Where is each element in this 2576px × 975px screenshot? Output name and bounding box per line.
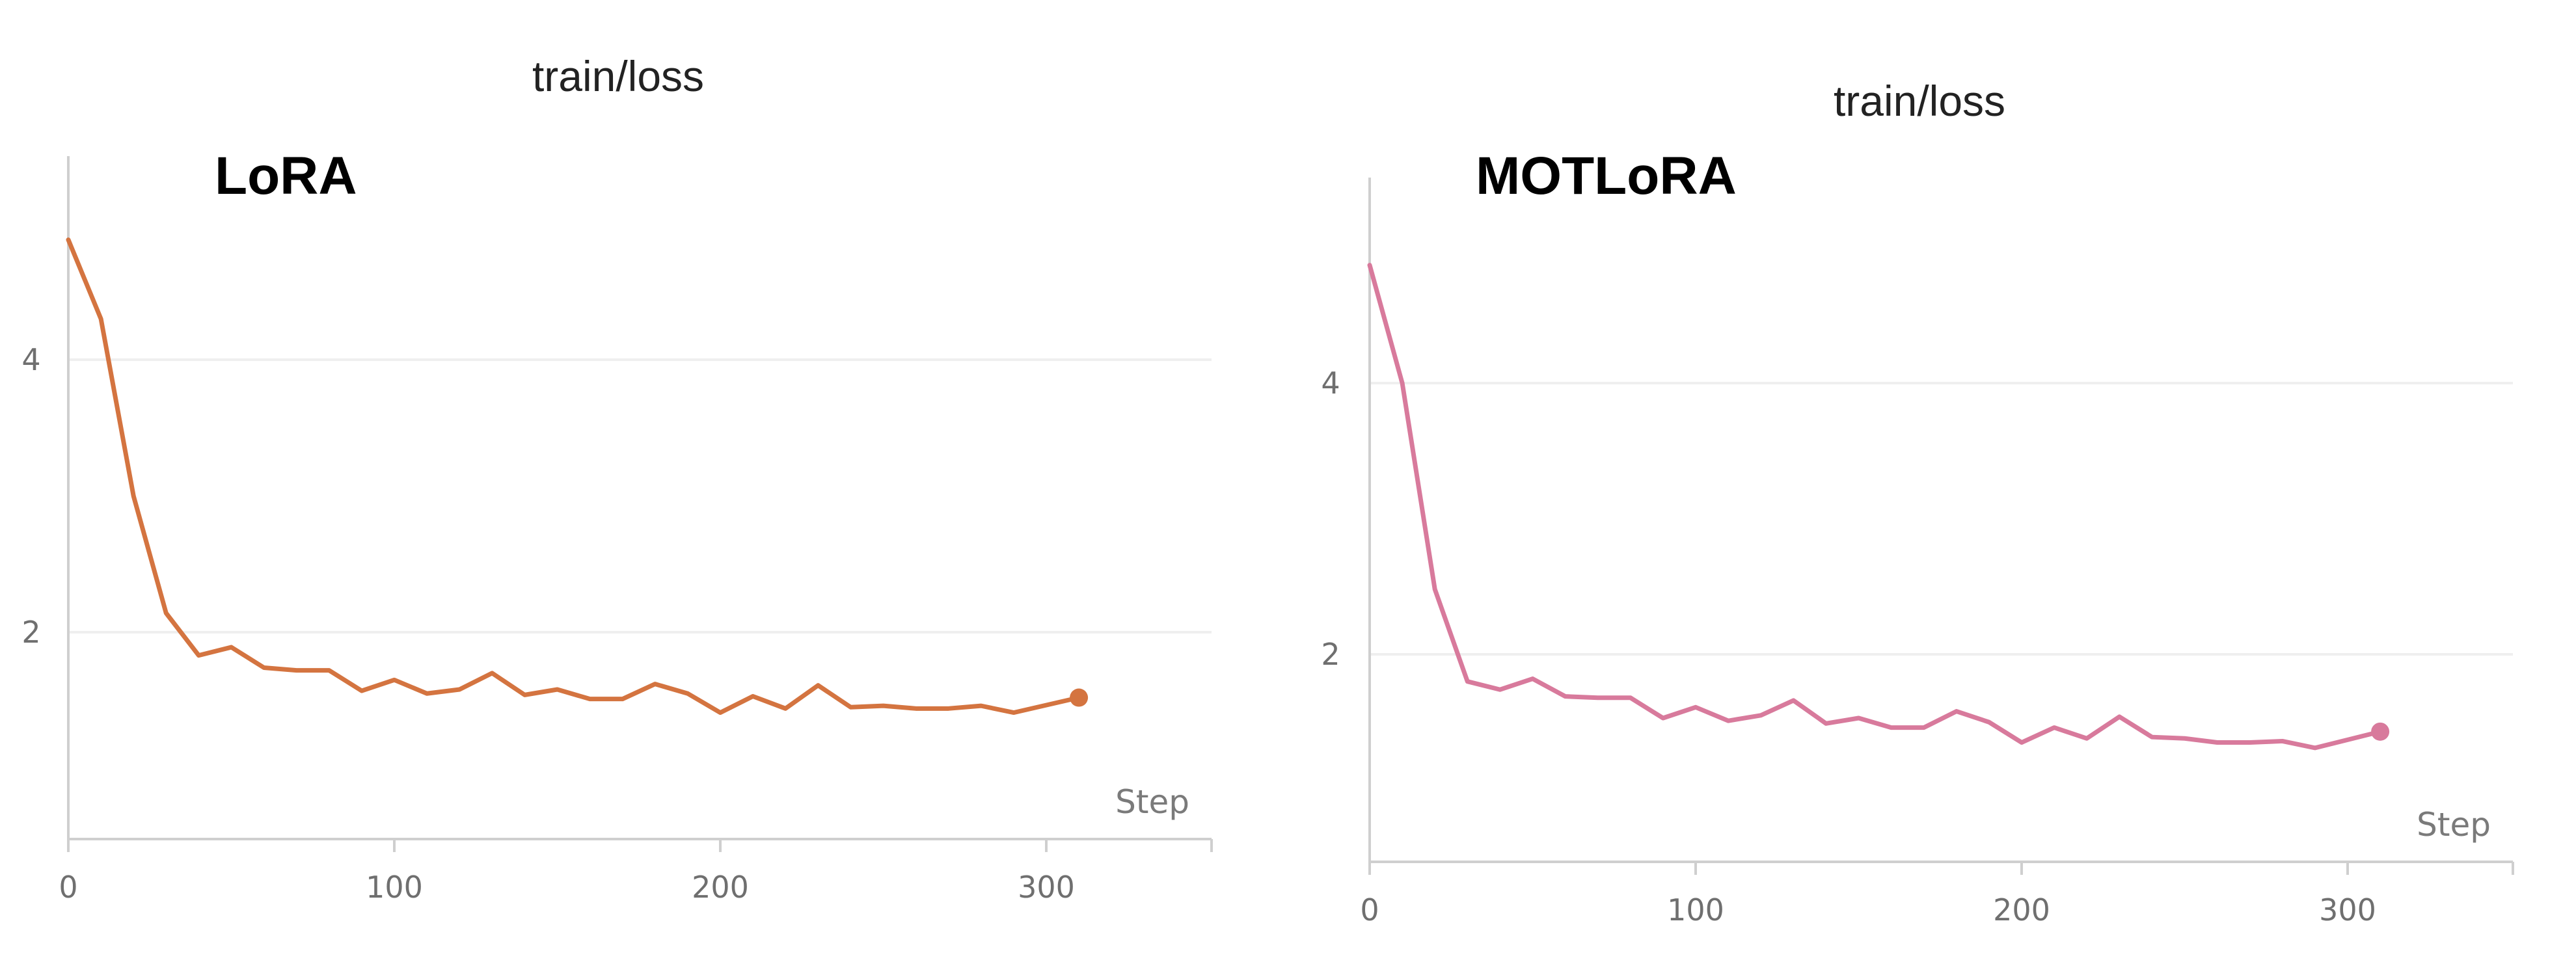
x-tick-label: 100 (1667, 892, 1724, 928)
model-label: MOTLoRA (1476, 146, 1737, 206)
x-tick-label: 200 (1993, 892, 2050, 928)
model-label: LoRA (215, 146, 357, 206)
x-tick-label: 200 (692, 870, 749, 905)
x-tick-label: 300 (2319, 892, 2376, 928)
chart-title: train/loss (532, 52, 704, 100)
y-tick-label: 4 (21, 342, 40, 377)
y-tick-label: 2 (1321, 637, 1340, 672)
chart-title: train/loss (1834, 77, 2005, 125)
x-tick-label: 100 (366, 870, 423, 905)
y-tick-label: 2 (21, 615, 40, 650)
loss-series-line (1367, 263, 2383, 751)
series-end-point (2371, 722, 2390, 741)
series-end-point (1070, 688, 1089, 707)
x-tick-label: 0 (1360, 892, 1379, 928)
y-tick-label: 4 (1321, 366, 1340, 401)
x-tick-label: 300 (1018, 870, 1075, 905)
loss-series-line (66, 237, 1081, 715)
x-axis-label: Step (1115, 783, 1189, 821)
x-axis-label: Step (2417, 806, 2491, 844)
x-tick-label: 0 (59, 870, 77, 905)
